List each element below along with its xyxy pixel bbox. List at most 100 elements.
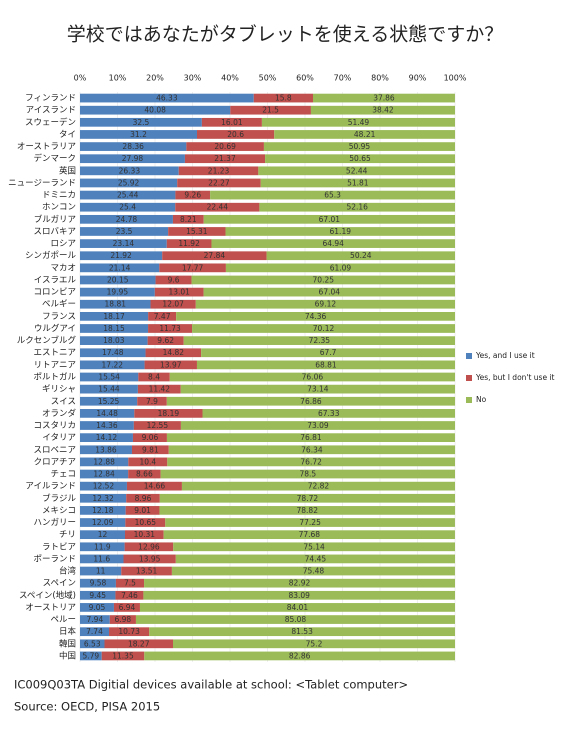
value-label: 15.25 <box>98 397 120 406</box>
value-label: 64.94 <box>322 239 344 248</box>
bar-segment <box>144 360 197 370</box>
x-tick-label: 70% <box>334 74 352 83</box>
value-label: 84.01 <box>287 603 309 612</box>
value-label: 18.15 <box>103 324 125 333</box>
bar-segment <box>230 105 311 115</box>
bar-segment <box>80 190 176 200</box>
bar-segment <box>162 251 267 261</box>
value-label: 18.19 <box>158 409 180 418</box>
value-label: 8.4 <box>148 373 160 382</box>
value-label: 25.4 <box>119 203 136 212</box>
bar-segment <box>148 311 177 321</box>
bar-segment <box>176 311 455 321</box>
value-label: 11.35 <box>112 651 134 660</box>
value-label: 9.81 <box>142 445 159 454</box>
category-label: オランダ <box>42 408 77 419</box>
legend-swatch <box>466 397 472 403</box>
value-label: 20.69 <box>214 142 236 151</box>
x-tick-label: 0% <box>74 74 87 83</box>
bar-segment <box>80 166 179 176</box>
bar-segment <box>160 469 455 479</box>
category-label: ブルガリア <box>34 214 76 225</box>
bar-segment <box>80 287 155 297</box>
value-label: 12.32 <box>92 494 114 503</box>
category-label: ベルギー <box>42 300 76 310</box>
bar-segment <box>144 578 456 588</box>
value-label: 9.26 <box>184 191 201 200</box>
bar-segment <box>148 324 193 333</box>
value-label: 12.09 <box>92 518 114 527</box>
bar-segment <box>171 566 455 576</box>
value-label: 70.12 <box>313 324 335 333</box>
bar-segment <box>121 566 172 576</box>
bar-segment <box>274 130 456 139</box>
value-label: 61.19 <box>330 227 352 236</box>
value-label: 11.92 <box>178 239 200 248</box>
bar-segment <box>104 639 173 649</box>
bar-segment <box>80 396 138 406</box>
category-label: オーストラリア <box>17 142 76 152</box>
value-label: 52.44 <box>346 166 368 175</box>
value-label: 9.05 <box>89 603 106 612</box>
bar-segment <box>149 627 455 637</box>
x-tick-label: 20% <box>146 74 164 83</box>
bar-segment <box>125 530 164 540</box>
value-label: 8.66 <box>136 470 153 479</box>
bar-segment <box>175 554 455 564</box>
value-label: 20.15 <box>107 275 129 284</box>
value-label: 70.25 <box>313 275 335 284</box>
bar-segment <box>80 360 145 370</box>
value-label: 5.79 <box>83 651 100 660</box>
bar-segment <box>266 251 455 261</box>
bar-segment <box>80 493 127 503</box>
value-label: 82.92 <box>289 579 311 588</box>
bar-segment <box>166 433 455 443</box>
value-label: 67.7 <box>320 348 337 357</box>
value-label: 15.31 <box>186 227 208 236</box>
bar-segment <box>135 615 455 624</box>
bar-segment <box>259 202 455 212</box>
value-label: 18.03 <box>103 336 125 345</box>
category-label: アイスランド <box>26 106 76 116</box>
x-tick-label: 30% <box>184 74 202 83</box>
bar-segment <box>166 396 456 406</box>
bar-segment <box>186 142 264 151</box>
category-label: ギリシャ <box>42 385 76 395</box>
bar-segment <box>115 590 144 600</box>
bar-segment <box>80 299 151 309</box>
value-label: 10.31 <box>134 530 156 539</box>
bar-segment <box>80 530 125 540</box>
bar-segment <box>80 214 173 224</box>
bar-segment <box>155 275 192 285</box>
value-label: 18.17 <box>103 312 125 321</box>
legend-label: Yes, and I use it <box>475 351 535 360</box>
value-label: 51.49 <box>348 118 370 127</box>
bar-segment <box>80 421 134 430</box>
bar-segment <box>80 590 116 600</box>
bar-segment <box>201 348 455 358</box>
value-label: 21.23 <box>208 166 230 175</box>
value-label: 50.65 <box>349 154 371 163</box>
bar-segment <box>101 651 145 661</box>
bar-segment <box>80 469 129 479</box>
value-label: 67.04 <box>319 288 341 297</box>
value-label: 7.94 <box>87 615 104 624</box>
value-label: 8.21 <box>180 215 197 224</box>
bar-segment <box>180 421 455 430</box>
category-label: スペイン(地域) <box>19 590 76 601</box>
category-label: ブラジル <box>42 493 76 504</box>
bar-segment <box>310 105 455 115</box>
value-label: 6.94 <box>119 603 136 612</box>
bar-segment <box>169 372 455 382</box>
value-label: 9.06 <box>142 433 159 442</box>
value-label: 40.08 <box>144 106 166 115</box>
category-label: イタリア <box>42 433 76 443</box>
category-label: スイス <box>51 397 76 407</box>
value-label: 77.68 <box>299 530 321 539</box>
bar-segment <box>80 202 176 212</box>
category-label: ホンコン <box>42 203 76 213</box>
value-label: 14.82 <box>163 348 185 357</box>
bar-segment <box>173 542 455 552</box>
bar-segment <box>184 154 266 164</box>
chart-title: 学校ではあなたがタブレットを使える状態ですか？ <box>67 23 503 46</box>
